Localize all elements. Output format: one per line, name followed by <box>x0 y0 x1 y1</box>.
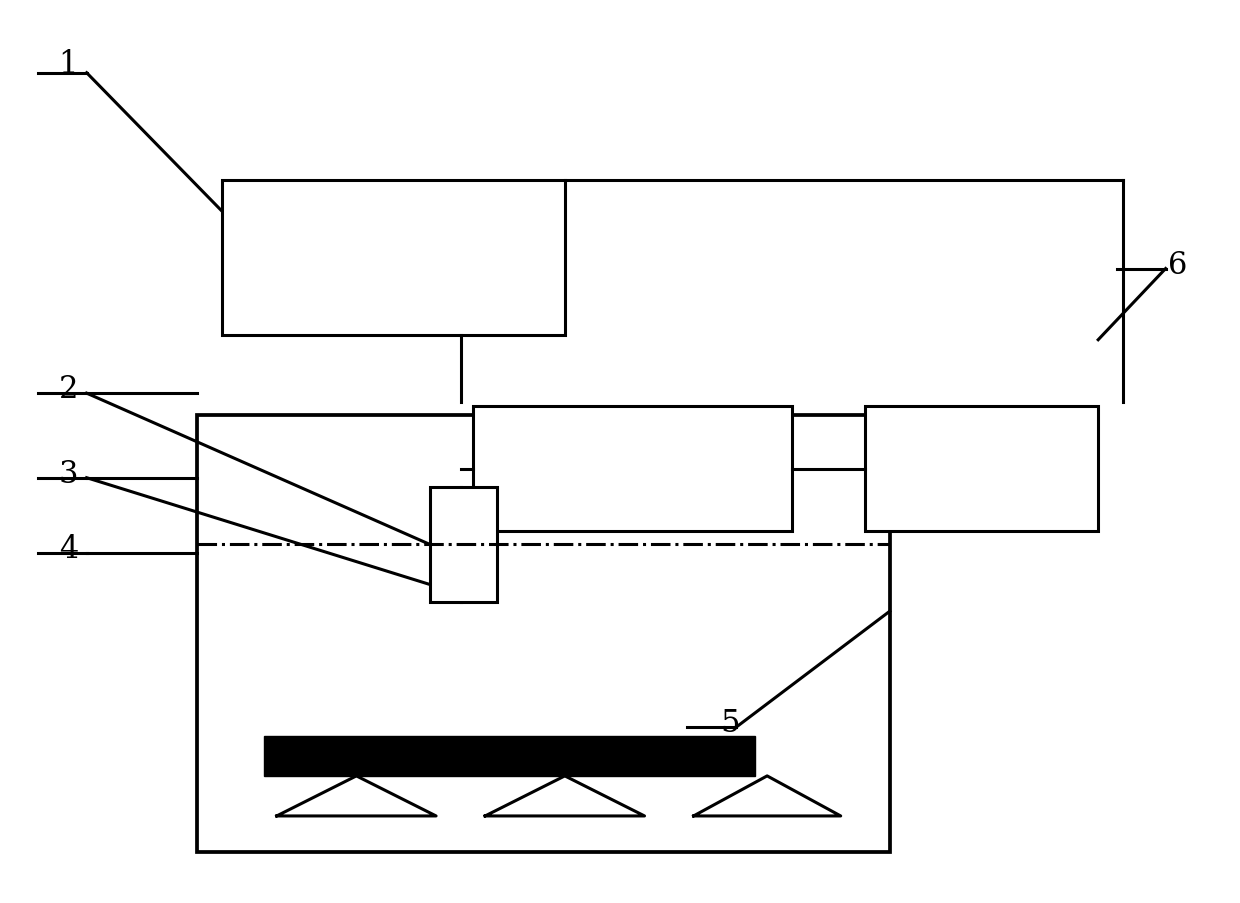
Text: 6: 6 <box>1168 249 1188 280</box>
Text: 3: 3 <box>58 458 78 489</box>
Bar <box>264 736 755 776</box>
Bar <box>430 487 497 602</box>
Text: 2: 2 <box>58 374 78 405</box>
Text: 1: 1 <box>58 50 78 80</box>
Bar <box>866 407 1099 532</box>
Bar <box>222 181 565 336</box>
Text: 5: 5 <box>720 707 740 738</box>
Bar <box>197 416 890 852</box>
Bar <box>472 407 791 532</box>
Text: 4: 4 <box>58 534 78 564</box>
